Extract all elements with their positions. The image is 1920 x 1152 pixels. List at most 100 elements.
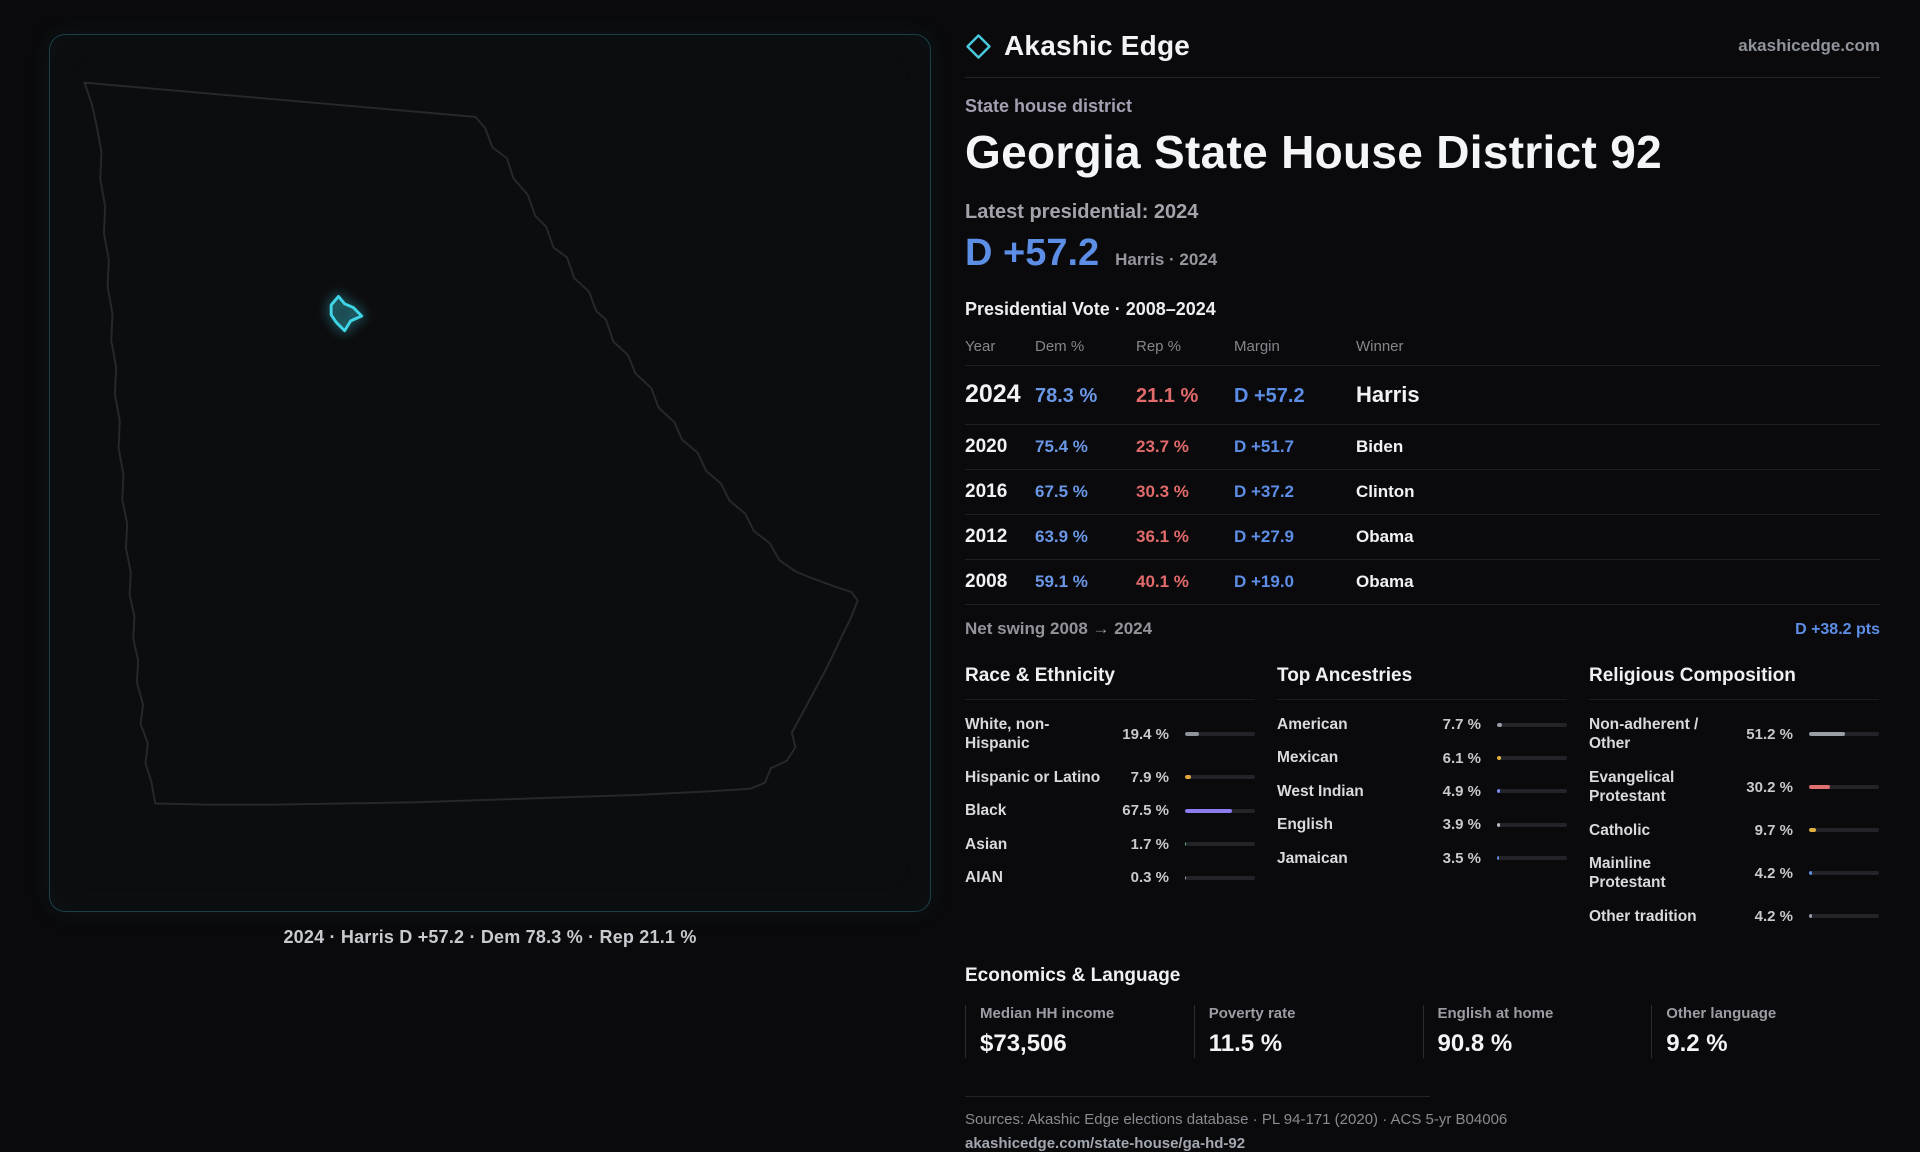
cell-dem: 75.4 % <box>1035 437 1088 456</box>
list-item: West Indian 4.9 % <box>1277 775 1567 808</box>
stat-bar <box>1497 856 1567 861</box>
stat-value: 67.5 % <box>1122 802 1169 820</box>
stat-value: 4.2 % <box>1754 864 1793 882</box>
brand-site-link[interactable]: akashicedge.com <box>1738 36 1880 55</box>
stat-value: 7.7 % <box>1442 716 1481 734</box>
stat-value: $73,506 <box>980 1030 1067 1057</box>
cell-winner: Clinton <box>1356 482 1415 501</box>
race-section-title: Race & Ethnicity <box>965 665 1255 700</box>
permalink[interactable]: akashicedge.com/state-house/ga-hd-92 <box>965 1135 1246 1152</box>
stat-bar <box>1185 775 1255 780</box>
stat-value: 4.2 % <box>1754 907 1793 925</box>
stat-label: Asian <box>965 835 1008 853</box>
stat-label: Median HH income <box>980 1005 1115 1022</box>
list-item: AIAN 0.3 % <box>965 861 1255 894</box>
col-year: Year <box>965 338 996 355</box>
district-highlight-shape[interactable] <box>329 294 364 333</box>
stat-label: Poverty rate <box>1208 1005 1296 1022</box>
stat-bar <box>1809 732 1879 737</box>
cell-year: 2016 <box>965 481 1008 502</box>
page-title: Georgia State House District 92 <box>965 126 1662 178</box>
list-item: Mainline Protestant 4.2 % <box>1589 847 1879 900</box>
table-row: 2008 59.1 % 40.1 % D +19.0 Obama <box>965 559 1880 604</box>
stat-value: 9.2 % <box>1666 1030 1728 1057</box>
stat-bar <box>1497 822 1567 827</box>
cell-rep: 21.1 % <box>1136 385 1199 407</box>
religion-column: Religious Composition Non-adherent / Oth… <box>1589 665 1879 933</box>
stat-value: 11.5 % <box>1208 1030 1283 1057</box>
stat-label: AIAN <box>965 868 1003 886</box>
net-swing-row: Net swing 2008 → 2024 D +38.2 pts <box>965 619 1880 639</box>
stat-bar <box>1809 871 1879 876</box>
stat-value: 4.9 % <box>1442 782 1481 800</box>
stat-label: Other language <box>1666 1005 1777 1022</box>
presidential-vote-table: Year Dem % Rep % Margin Winner 2024 78.3… <box>965 330 1880 605</box>
col-dem: Dem % <box>1035 338 1085 355</box>
stat-bar <box>1809 828 1879 833</box>
stat-label: Jamaican <box>1277 849 1348 867</box>
stat-label: Hispanic or Latino <box>965 768 1101 786</box>
cell-winner: Biden <box>1356 437 1404 456</box>
stat-value: 6.1 % <box>1442 749 1481 767</box>
stat-label: Catholic <box>1589 821 1651 839</box>
cell-rep: 23.7 % <box>1136 437 1189 456</box>
table-row: 2024 78.3 % 21.1 % D +57.2 Harris <box>965 365 1880 424</box>
stat-label: American <box>1277 716 1348 733</box>
cell-margin: D +19.0 <box>1234 572 1295 591</box>
cell-year: 2008 <box>965 571 1008 592</box>
stat-value: 90.8 % <box>1437 1030 1513 1057</box>
cell-rep: 30.3 % <box>1136 482 1189 501</box>
religion-section-title: Religious Composition <box>1589 665 1879 700</box>
stat-value: 1.7 % <box>1130 835 1169 853</box>
list-item: Jamaican 3.5 % <box>1277 842 1567 875</box>
list-item: Black 67.5 % <box>965 794 1255 827</box>
footer-divider <box>965 1096 1430 1097</box>
georgia-map <box>83 81 859 806</box>
cell-margin: D +57.2 <box>1234 385 1305 407</box>
stat-label: Other tradition <box>1589 907 1697 925</box>
cell-year: 2020 <box>965 436 1008 457</box>
district-type-kicker: State house district <box>965 96 1133 116</box>
vote-table-header-row: Year Dem % Rep % Margin Winner <box>965 330 1880 365</box>
stat-bar <box>1185 875 1255 880</box>
cell-margin: D +27.9 <box>1234 527 1295 546</box>
list-item: English 3.9 % <box>1277 808 1567 841</box>
list-item: Non-adherent / Other 51.2 % <box>1589 708 1879 761</box>
cell-winner: Obama <box>1356 527 1414 546</box>
stat-bar <box>1185 732 1255 737</box>
list-item: Mexican 6.1 % <box>1277 741 1567 774</box>
list-item: White, non-Hispanic 19.4 % <box>965 708 1255 761</box>
stat-cell: Median HH income $73,506 <box>965 1005 1194 1058</box>
stat-value: 30.2 % <box>1746 778 1793 796</box>
stat-label: Mainline Protestant <box>1589 854 1666 892</box>
stat-bar <box>1497 789 1567 794</box>
stat-label: West Indian <box>1277 782 1364 800</box>
list-item: American 7.7 % <box>1277 708 1567 741</box>
stat-bar <box>1185 808 1255 813</box>
cell-rep: 36.1 % <box>1136 527 1189 546</box>
stat-bar <box>1809 785 1879 790</box>
cell-year: 2012 <box>965 526 1008 547</box>
district-profile: Akashic Edge akashicedge.com State house… <box>965 30 1880 1152</box>
stat-bar <box>1185 842 1255 847</box>
table-row: 2016 67.5 % 30.3 % D +37.2 Clinton <box>965 469 1880 514</box>
headline-margin-value: D +57.2 <box>965 232 1100 274</box>
cell-rep: 40.1 % <box>1136 572 1189 591</box>
stat-label: Non-adherent / Other <box>1589 716 1699 753</box>
list-item: Catholic 9.7 % <box>1589 814 1879 847</box>
cell-dem: 67.5 % <box>1035 482 1088 501</box>
cell-margin: D +51.7 <box>1234 437 1295 456</box>
cell-dem: 63.9 % <box>1035 527 1088 546</box>
list-item: Asian 1.7 % <box>965 828 1255 861</box>
stat-value: 7.9 % <box>1130 768 1169 786</box>
headline-margin-sub: Harris · 2024 <box>1115 250 1218 269</box>
stat-value: 19.4 % <box>1122 725 1169 743</box>
economics-stats-row: Median HH income $73,506 Poverty rate 11… <box>965 1005 1880 1058</box>
stat-value: 3.5 % <box>1442 849 1481 867</box>
col-rep: Rep % <box>1136 338 1182 355</box>
ancestries-section-title: Top Ancestries <box>1277 665 1567 700</box>
stat-value: 51.2 % <box>1746 725 1793 743</box>
race-ethnicity-column: Race & Ethnicity White, non-Hispanic 19.… <box>965 665 1255 933</box>
cell-dem: 59.1 % <box>1035 572 1088 591</box>
georgia-state-outline <box>83 81 859 806</box>
